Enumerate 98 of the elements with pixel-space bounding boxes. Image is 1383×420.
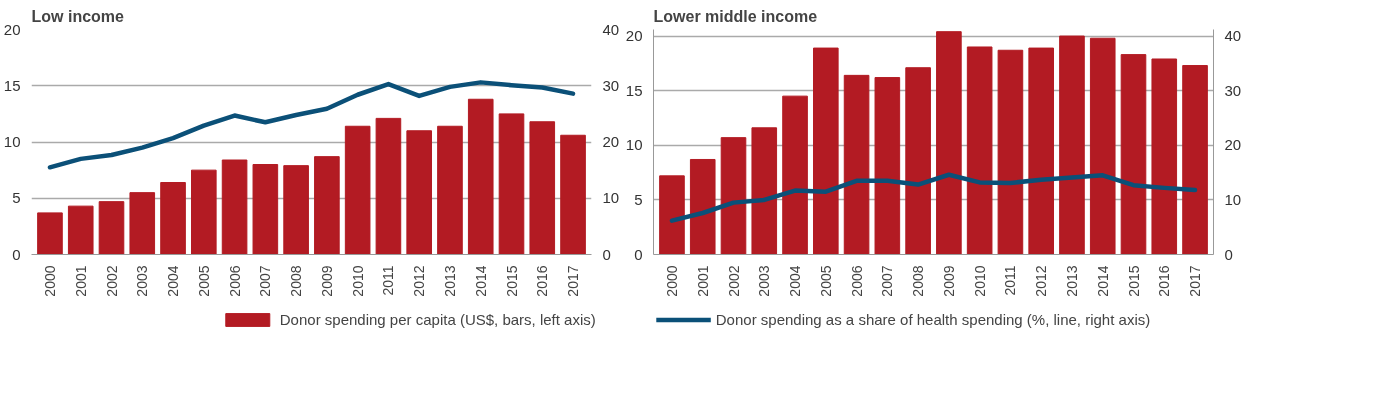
x-tick-label: 2007: [257, 265, 274, 297]
bar: [997, 49, 1024, 255]
bar: [1120, 54, 1147, 255]
y2-tick-label: 30: [602, 76, 620, 94]
x-tick-label: 2015: [503, 265, 520, 297]
y2-tick-label: 10: [1224, 190, 1242, 208]
y-tick-label: 15: [3, 76, 21, 94]
y2-tick-label: 0: [1224, 245, 1233, 263]
x-tick-label: 2014: [1094, 265, 1111, 297]
x-tick-label: 2005: [817, 265, 834, 297]
x-tick-label: 2016: [1156, 265, 1173, 297]
x-tick-label: 2012: [411, 265, 428, 297]
bar: [1089, 37, 1116, 255]
x-tick-label: 2004: [165, 265, 182, 297]
x-tick-label: 2004: [787, 265, 804, 297]
bar: [966, 46, 993, 255]
x-tick-label: 2013: [441, 265, 458, 297]
x-tick-label: 2006: [226, 265, 243, 297]
legend-label: Donor spending per capita (US$, bars, left axis): [279, 310, 596, 328]
y-tick-label: 15: [625, 81, 643, 99]
x-tick-label: 2017: [565, 265, 582, 297]
bar: [221, 159, 248, 255]
x-tick-label: 2007: [879, 265, 896, 297]
bar: [905, 67, 931, 255]
bar: [406, 130, 432, 255]
bar: [751, 127, 778, 255]
y-tick-label: 0: [634, 245, 643, 263]
x-tick-label: 2011: [1002, 265, 1019, 296]
bar: [467, 98, 494, 255]
line-series: [669, 172, 1198, 223]
x-tick-label: 2016: [534, 265, 551, 297]
chart-title: Lower middle income: [653, 7, 818, 25]
bar: [498, 113, 525, 255]
y2-tick-label: 20: [1224, 136, 1242, 154]
x-tick-label: 2000: [663, 265, 680, 297]
bar: [344, 125, 371, 255]
y2-tick-label: 20: [602, 133, 620, 150]
bar: [936, 31, 962, 255]
x-tick-label: 2011: [380, 265, 397, 296]
bar: [813, 47, 839, 255]
bar: [720, 137, 747, 255]
y2-tick-label: 10: [602, 189, 620, 207]
bar: [98, 201, 125, 255]
chart-title: Low income: [31, 7, 125, 25]
x-tick-label: 2010: [349, 265, 366, 297]
y2-tick-label: 30: [1224, 81, 1242, 99]
y2-tick-label: 40: [1224, 27, 1242, 45]
bar: [560, 134, 586, 255]
y-tick-label: 0: [12, 245, 21, 263]
y2-tick-label: 40: [602, 20, 620, 38]
x-tick-label: 2005: [195, 265, 212, 297]
y2-tick-label: 0: [602, 245, 611, 263]
bar: [659, 175, 685, 255]
bar: [782, 95, 808, 255]
y-tick-label: 5: [12, 189, 21, 207]
x-tick-label: 2012: [1033, 265, 1050, 297]
y-tick-label: 10: [625, 136, 643, 154]
bar: [283, 165, 309, 255]
x-tick-label: 2017: [1187, 265, 1204, 297]
bar: [1028, 47, 1054, 255]
x-tick-label: 2010: [971, 265, 988, 297]
bar: [437, 125, 463, 255]
y-tick-label: 20: [3, 20, 21, 38]
bar: [37, 212, 63, 255]
bar: [252, 164, 279, 255]
bar: [191, 169, 217, 255]
x-tick-label: 2009: [940, 265, 957, 297]
x-tick-label: 2008: [288, 265, 305, 297]
x-tick-label: 2013: [1063, 265, 1080, 297]
line-series: [47, 80, 576, 170]
bar: [874, 77, 901, 255]
x-tick-label: 2003: [756, 265, 773, 297]
bar: [1151, 58, 1178, 255]
x-tick-label: 2001: [694, 265, 711, 297]
legend-label: Donor spending as a share of health spending (%, line, right axis): [715, 310, 1151, 328]
y-tick-label: 5: [634, 190, 643, 208]
x-tick-label: 2008: [910, 265, 927, 297]
x-tick-label: 2002: [103, 265, 120, 297]
bar: [314, 156, 340, 255]
x-tick-label: 2006: [848, 265, 865, 297]
x-tick-label: 2003: [134, 265, 151, 297]
bar: [529, 121, 556, 255]
x-tick-label: 2000: [41, 265, 58, 297]
bar: [1182, 65, 1208, 255]
x-tick-label: 2015: [1125, 265, 1142, 297]
bar: [689, 158, 716, 255]
x-tick-label: 2014: [472, 265, 489, 297]
x-tick-label: 2001: [72, 265, 89, 297]
bar: [843, 74, 870, 255]
x-tick-label: 2002: [725, 265, 742, 297]
bar: [375, 117, 402, 255]
x-tick-label: 2009: [318, 265, 335, 297]
y-tick-label: 10: [3, 133, 21, 150]
bar: [67, 205, 94, 255]
bar: [1059, 35, 1085, 255]
y-tick-label: 20: [625, 27, 643, 45]
bar: [129, 192, 156, 255]
bar: [160, 182, 186, 255]
